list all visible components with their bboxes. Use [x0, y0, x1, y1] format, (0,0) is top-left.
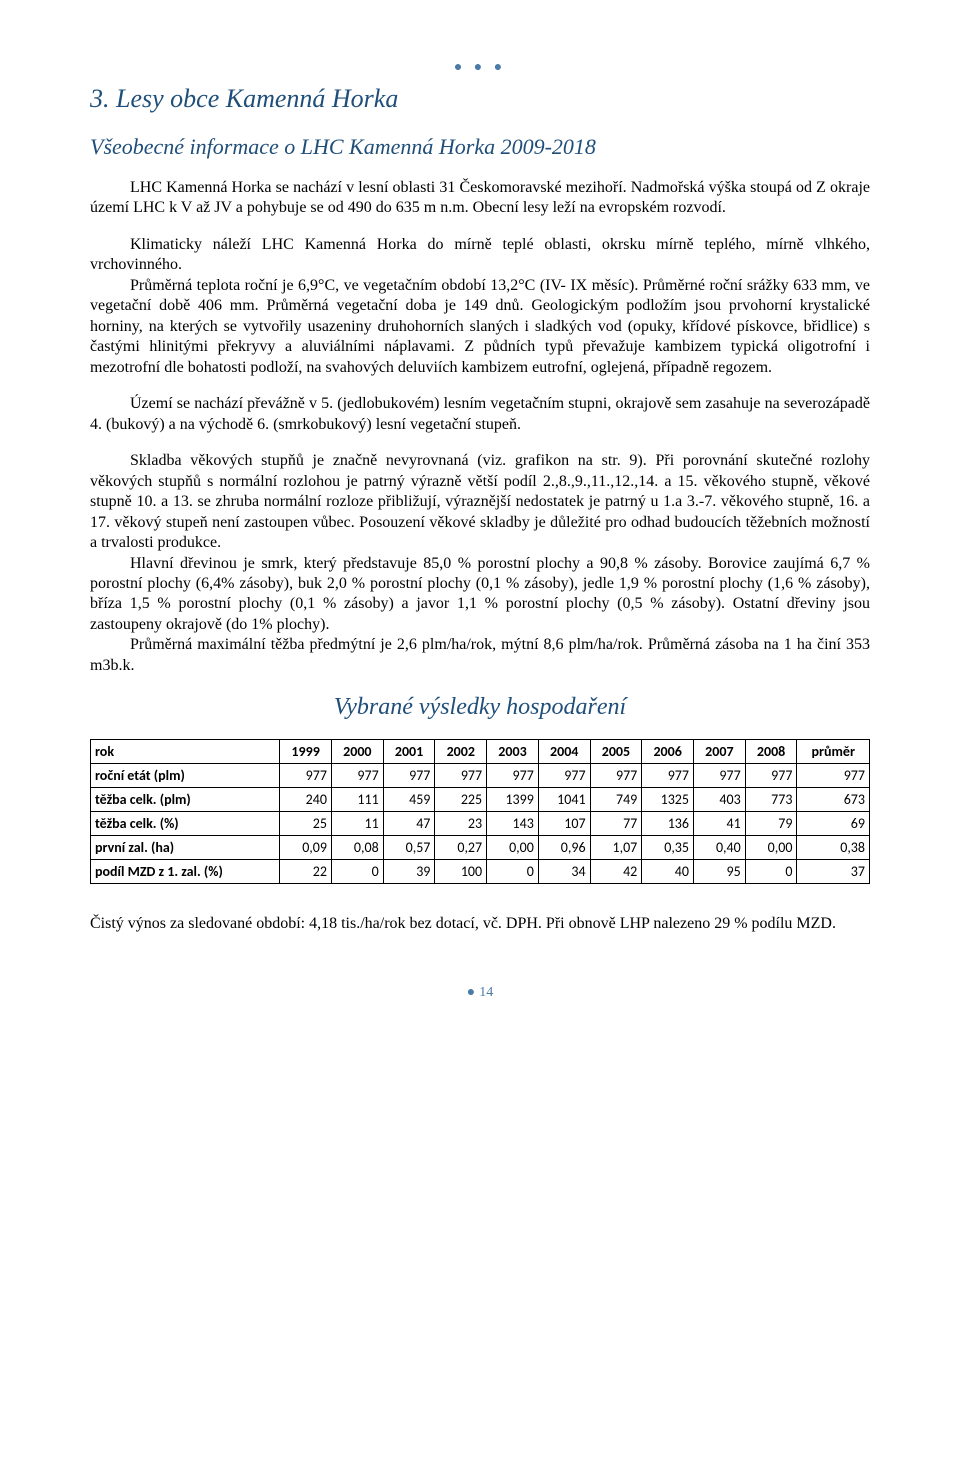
paragraph-5: Skladba věkových stupňů je značně nevyro…: [90, 451, 870, 553]
table-cell: 0,09: [280, 836, 332, 860]
table-cell: 42: [590, 860, 642, 884]
table-cell: 977: [745, 764, 797, 788]
table-cell: 977: [642, 764, 694, 788]
table-cell: 1041: [538, 788, 590, 812]
table-cell: 136: [642, 812, 694, 836]
table-cell: 0: [745, 860, 797, 884]
table-cell: 403: [694, 788, 746, 812]
table-cell: 0,08: [331, 836, 383, 860]
table-cell: 0,57: [383, 836, 435, 860]
bullet-icon: ●: [467, 985, 475, 1000]
col-header-year: 2004: [538, 740, 590, 764]
paragraph-3: Průměrná teplota roční je 6,9°C, ve vege…: [90, 276, 870, 378]
table-cell: 23: [435, 812, 487, 836]
page-number-value: 14: [479, 985, 493, 1000]
table-cell: 977: [383, 764, 435, 788]
table-cell: 34: [538, 860, 590, 884]
row-label: první zal. (ha): [91, 836, 280, 860]
table-body: roční etát (plm)977977977977977977977977…: [91, 764, 870, 884]
table-cell-average: 673: [797, 788, 870, 812]
col-header-year: 2001: [383, 740, 435, 764]
table-cell: 977: [280, 764, 332, 788]
row-label: podíl MZD z 1. zal. (%): [91, 860, 280, 884]
table-cell: 240: [280, 788, 332, 812]
table-cell: 225: [435, 788, 487, 812]
table-cell: 0,00: [745, 836, 797, 860]
sub-heading: Všeobecné informace o LHC Kamenná Horka …: [90, 134, 870, 160]
table-row: těžba celk. (%)2511472314310777136417969: [91, 812, 870, 836]
table-cell: 0,27: [435, 836, 487, 860]
table-cell: 459: [383, 788, 435, 812]
row-label: roční etát (plm): [91, 764, 280, 788]
table-cell-average: 37: [797, 860, 870, 884]
col-header-year: 2006: [642, 740, 694, 764]
table-cell: 1399: [487, 788, 539, 812]
table-cell: 977: [590, 764, 642, 788]
table-cell: 0,35: [642, 836, 694, 860]
section-heading: 3. Lesy obce Kamenná Horka: [90, 84, 870, 114]
table-cell: 1,07: [590, 836, 642, 860]
table-row: roční etát (plm)977977977977977977977977…: [91, 764, 870, 788]
table-cell: 0: [331, 860, 383, 884]
col-header-year: 2003: [487, 740, 539, 764]
table-cell: 977: [694, 764, 746, 788]
table-cell: 40: [642, 860, 694, 884]
col-header-rok: rok: [91, 740, 280, 764]
table-cell: 749: [590, 788, 642, 812]
page-number: ● 14: [90, 985, 870, 1001]
col-header-year: 2002: [435, 740, 487, 764]
col-header-average: průměr: [797, 740, 870, 764]
table-cell: 47: [383, 812, 435, 836]
results-table: rok 199920002001200220032004200520062007…: [90, 739, 870, 884]
table-cell: 0: [487, 860, 539, 884]
table-cell: 79: [745, 812, 797, 836]
document-page: ● ● ● 3. Lesy obce Kamenná Horka Všeobec…: [0, 0, 960, 1041]
results-heading: Vybrané výsledky hospodaření: [90, 694, 870, 721]
paragraph-1: LHC Kamenná Horka se nachází v lesní obl…: [90, 178, 870, 219]
paragraph-6: Hlavní dřevinou je smrk, který představu…: [90, 554, 870, 636]
table-cell: 11: [331, 812, 383, 836]
col-header-year: 2008: [745, 740, 797, 764]
row-label: těžba celk. (plm): [91, 788, 280, 812]
row-label: těžba celk. (%): [91, 812, 280, 836]
table-cell: 41: [694, 812, 746, 836]
table-cell: 111: [331, 788, 383, 812]
table-row: první zal. (ha)0,090,080,570,270,000,961…: [91, 836, 870, 860]
table-cell: 39: [383, 860, 435, 884]
table-cell: 977: [435, 764, 487, 788]
table-cell-average: 69: [797, 812, 870, 836]
col-header-year: 2007: [694, 740, 746, 764]
table-cell: 1325: [642, 788, 694, 812]
table-cell: 100: [435, 860, 487, 884]
table-cell-average: 977: [797, 764, 870, 788]
header-dots: ● ● ●: [90, 60, 870, 76]
table-cell: 77: [590, 812, 642, 836]
table-cell: 773: [745, 788, 797, 812]
table-row: podíl MZD z 1. zal. (%)22039100034424095…: [91, 860, 870, 884]
table-cell: 0,40: [694, 836, 746, 860]
table-cell: 977: [538, 764, 590, 788]
table-head: rok 199920002001200220032004200520062007…: [91, 740, 870, 764]
table-cell: 143: [487, 812, 539, 836]
col-header-year: 1999: [280, 740, 332, 764]
paragraph-4: Území se nachází převážně v 5. (jedlobuk…: [90, 394, 870, 435]
table-cell: 25: [280, 812, 332, 836]
table-cell: 0,96: [538, 836, 590, 860]
table-row: těžba celk. (plm)24011145922513991041749…: [91, 788, 870, 812]
col-header-year: 2005: [590, 740, 642, 764]
paragraph-7: Průměrná maximální těžba předmýtní je 2,…: [90, 635, 870, 676]
footer-paragraph: Čistý výnos za sledované období: 4,18 ti…: [90, 914, 870, 935]
table-cell: 977: [331, 764, 383, 788]
table-cell: 95: [694, 860, 746, 884]
table-cell: 0,00: [487, 836, 539, 860]
table-header-row: rok 199920002001200220032004200520062007…: [91, 740, 870, 764]
paragraph-2: Klimaticky náleží LHC Kamenná Horka do m…: [90, 235, 870, 276]
table-cell: 977: [487, 764, 539, 788]
table-cell: 107: [538, 812, 590, 836]
table-cell-average: 0,38: [797, 836, 870, 860]
col-header-year: 2000: [331, 740, 383, 764]
table-cell: 22: [280, 860, 332, 884]
